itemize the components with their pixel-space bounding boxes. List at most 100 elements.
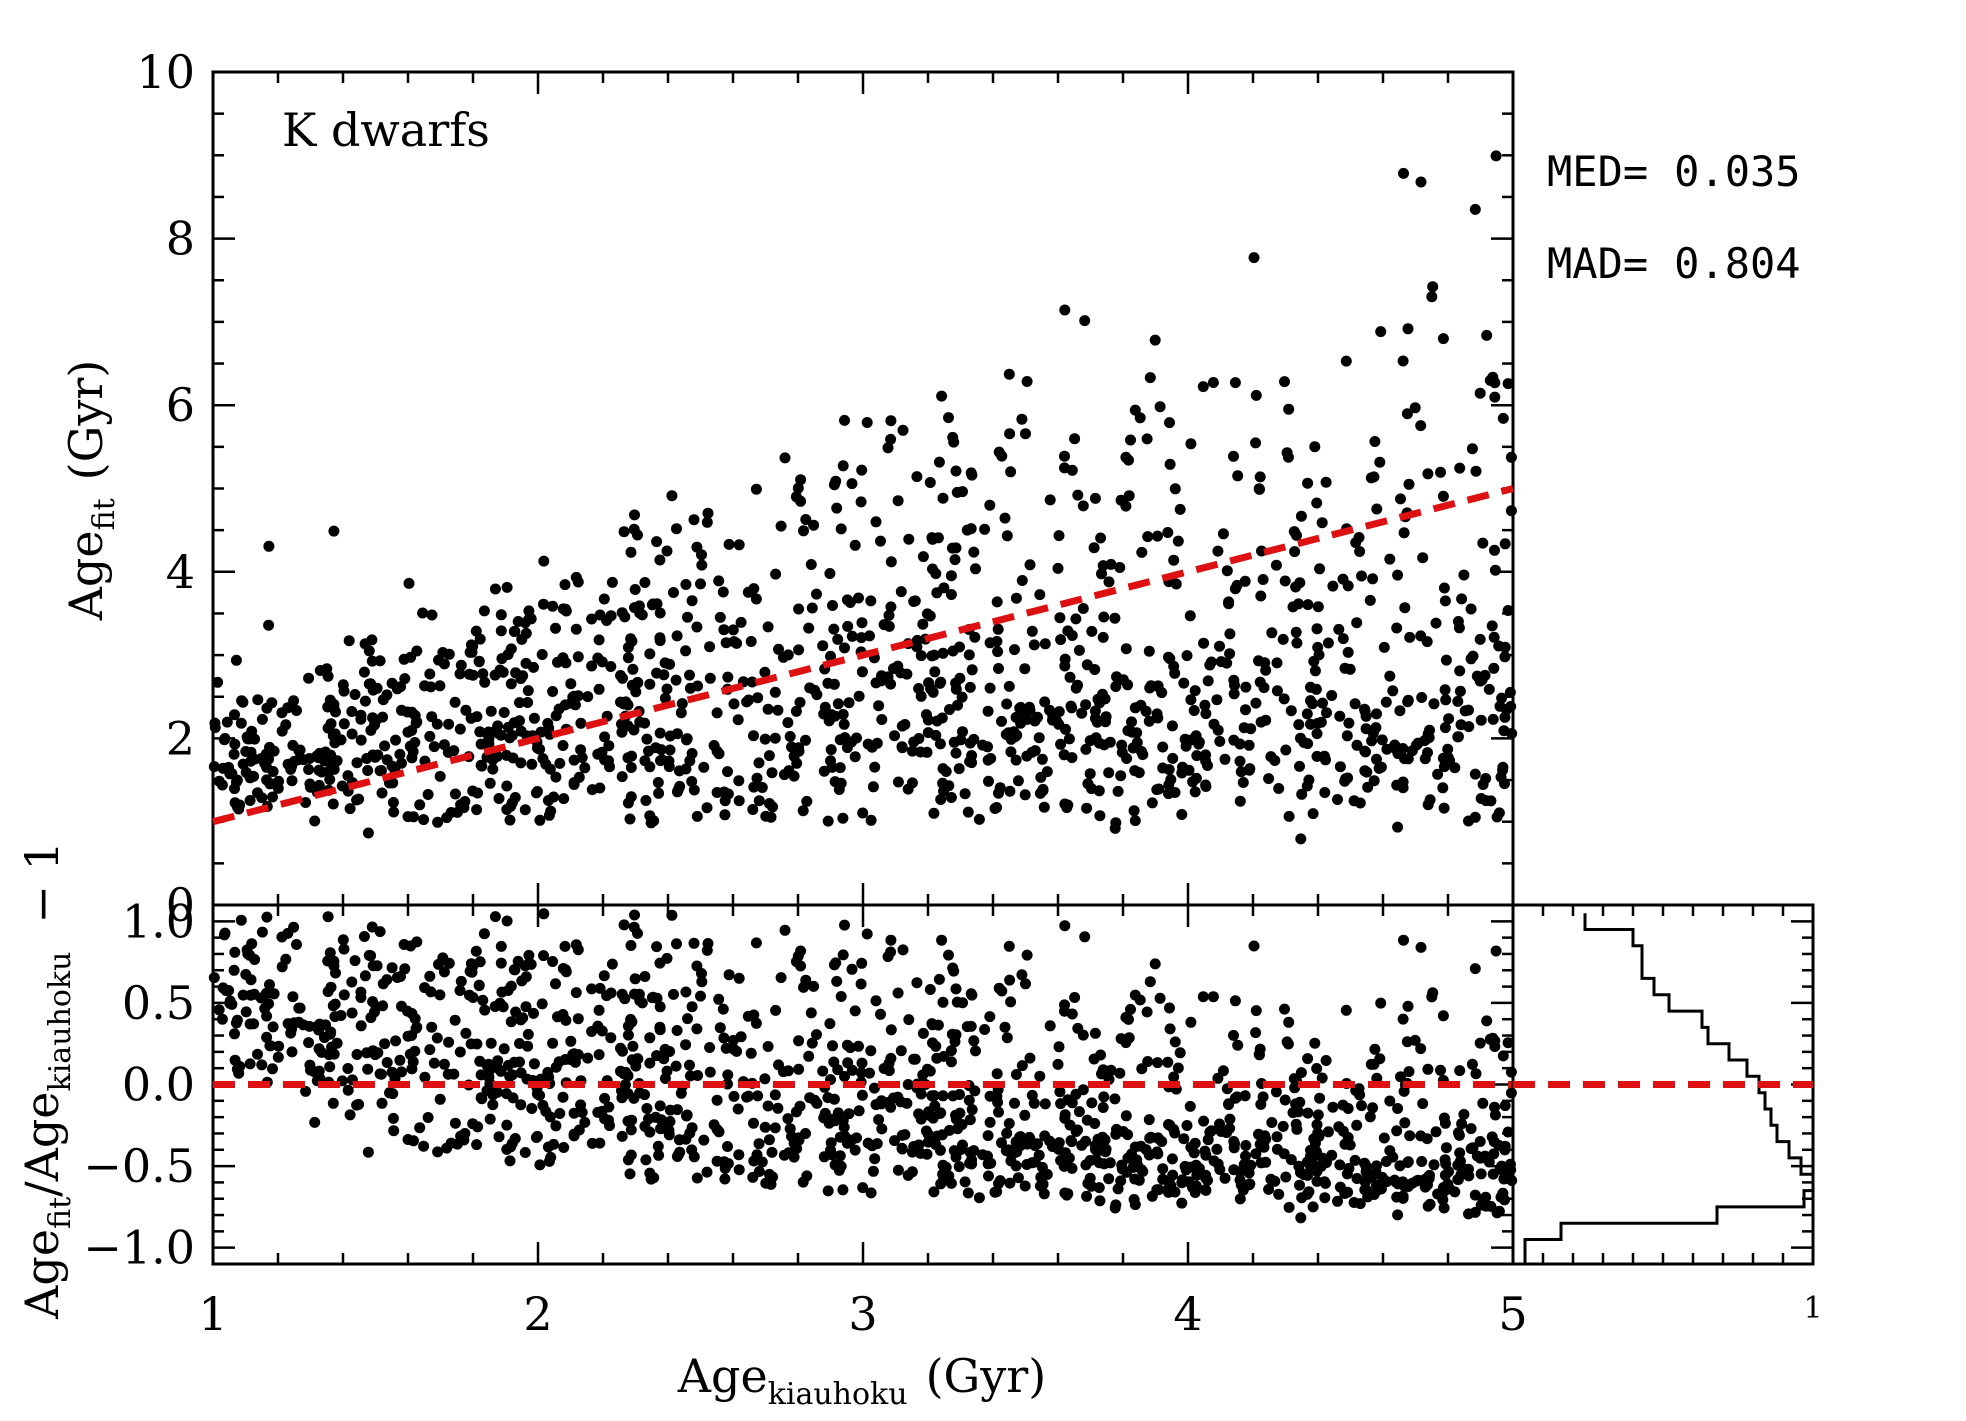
top-data-point: [1198, 637, 1210, 649]
top-data-point: [1371, 503, 1383, 515]
top-data-point: [505, 678, 517, 690]
bottom-data-point: [831, 975, 843, 987]
top-data-point: [897, 424, 909, 436]
bottom-data-point: [684, 1127, 696, 1139]
top-data-point: [1228, 450, 1239, 462]
top-data-point: [628, 523, 640, 535]
top-data-point: [1193, 738, 1205, 750]
top-data-point: [824, 568, 836, 579]
top-data-point: [835, 523, 847, 535]
top-data-point: [472, 787, 484, 799]
bottom-data-point: [808, 980, 820, 992]
bottom-data-point: [1290, 1098, 1302, 1110]
bottom-data-point: [1178, 1133, 1190, 1145]
bottom-data-point: [1120, 1037, 1132, 1049]
bottom-data-point: [1376, 1171, 1388, 1183]
top-data-point: [568, 777, 580, 789]
bottom-data-point: [1398, 1085, 1410, 1097]
bottom-data-point: [1290, 1118, 1302, 1130]
bottom-data-point: [759, 1121, 771, 1133]
top-data-point: [1082, 778, 1094, 790]
top-data-point: [1404, 631, 1416, 643]
bottom-data-point: [1415, 941, 1427, 953]
top-data-point: [1483, 683, 1495, 695]
top-data-point: [1100, 716, 1111, 728]
top-data-point: [471, 711, 483, 723]
bottom-data-point: [1253, 1128, 1264, 1140]
bottom-data-point: [1094, 1195, 1106, 1207]
bottom-data-point: [1273, 1188, 1285, 1200]
top-data-point: [1459, 705, 1471, 717]
top-data-point: [1477, 537, 1489, 549]
bottom-data-point: [945, 1045, 957, 1057]
top-data-point: [328, 525, 340, 537]
top-data-point: [531, 786, 543, 797]
bottom-data-point: [806, 1037, 818, 1049]
top-data-point: [557, 740, 569, 751]
top-data-point: [795, 495, 807, 507]
top-data-point: [732, 714, 744, 726]
bottom-data-point: [568, 1048, 580, 1060]
top-data-point: [586, 784, 598, 796]
top-data-point: [1016, 575, 1028, 586]
top-data-point: [1016, 413, 1028, 425]
bottom-data-point: [1229, 1092, 1241, 1104]
top-data-point: [769, 686, 781, 698]
top-data-point: [1086, 625, 1098, 637]
bottom-data-point: [504, 1155, 516, 1167]
bottom-data-point: [1183, 1176, 1195, 1188]
top-data-point: [1354, 546, 1366, 557]
bottom-data-point: [675, 1087, 687, 1099]
bottom-data-point: [557, 1091, 569, 1103]
top-data-point: [1059, 462, 1070, 474]
bottom-data-point: [1089, 1118, 1101, 1129]
bottom-data-point: [598, 970, 610, 982]
top-data-point: [1438, 802, 1450, 814]
bottom-data-point: [801, 1170, 813, 1182]
top-data-point: [460, 704, 472, 716]
top-data-point: [644, 678, 656, 690]
top-data-point: [1234, 755, 1246, 767]
top-data-point: [783, 765, 795, 777]
top-data-point: [983, 775, 994, 787]
top-data-point: [1486, 620, 1498, 632]
bottom-data-point: [1258, 1141, 1270, 1153]
top-data-point: [376, 787, 388, 799]
bottom-data-point: [629, 909, 640, 921]
bottom-data-point: [1077, 1029, 1089, 1041]
top-data-point: [1313, 649, 1325, 661]
top-data-point: [1497, 412, 1509, 424]
top-data-point: [909, 595, 921, 607]
bottom-data-point: [434, 1093, 446, 1105]
top-data-point: [1290, 581, 1302, 593]
top-data-point: [773, 643, 784, 655]
bottom-data-point: [704, 1042, 716, 1053]
top-data-point: [827, 600, 838, 611]
bottom-data-point: [572, 944, 584, 956]
bottom-data-point: [547, 956, 559, 967]
top-data-point: [1120, 500, 1132, 512]
bottom-data-point: [766, 1146, 778, 1158]
top-data-point: [1010, 754, 1022, 766]
top-data-point: [1374, 456, 1386, 468]
bottom-data-point: [1059, 1109, 1071, 1121]
top-data-point: [1428, 698, 1440, 710]
top-data-point: [346, 728, 358, 740]
top-data-point: [1221, 565, 1233, 577]
top-data-point: [229, 738, 241, 750]
bottom-data-point: [454, 1046, 466, 1058]
bottom-data-point: [390, 1035, 402, 1047]
top-data-point: [1320, 476, 1332, 488]
top-data-point: [784, 731, 796, 742]
bottom-data-point: [1263, 1183, 1275, 1195]
top-data-point: [1279, 376, 1290, 388]
top-data-point: [1384, 553, 1396, 565]
bottom-data-point: [379, 1038, 391, 1050]
bottom-data-point: [1003, 1118, 1015, 1129]
bottom-data-point: [330, 967, 341, 979]
top-data-point: [1301, 780, 1313, 792]
bottom-data-point: [966, 1104, 978, 1116]
top-data-point: [1250, 697, 1262, 709]
top-data-point: [1098, 611, 1110, 623]
bottom-data-point: [1298, 1169, 1310, 1181]
